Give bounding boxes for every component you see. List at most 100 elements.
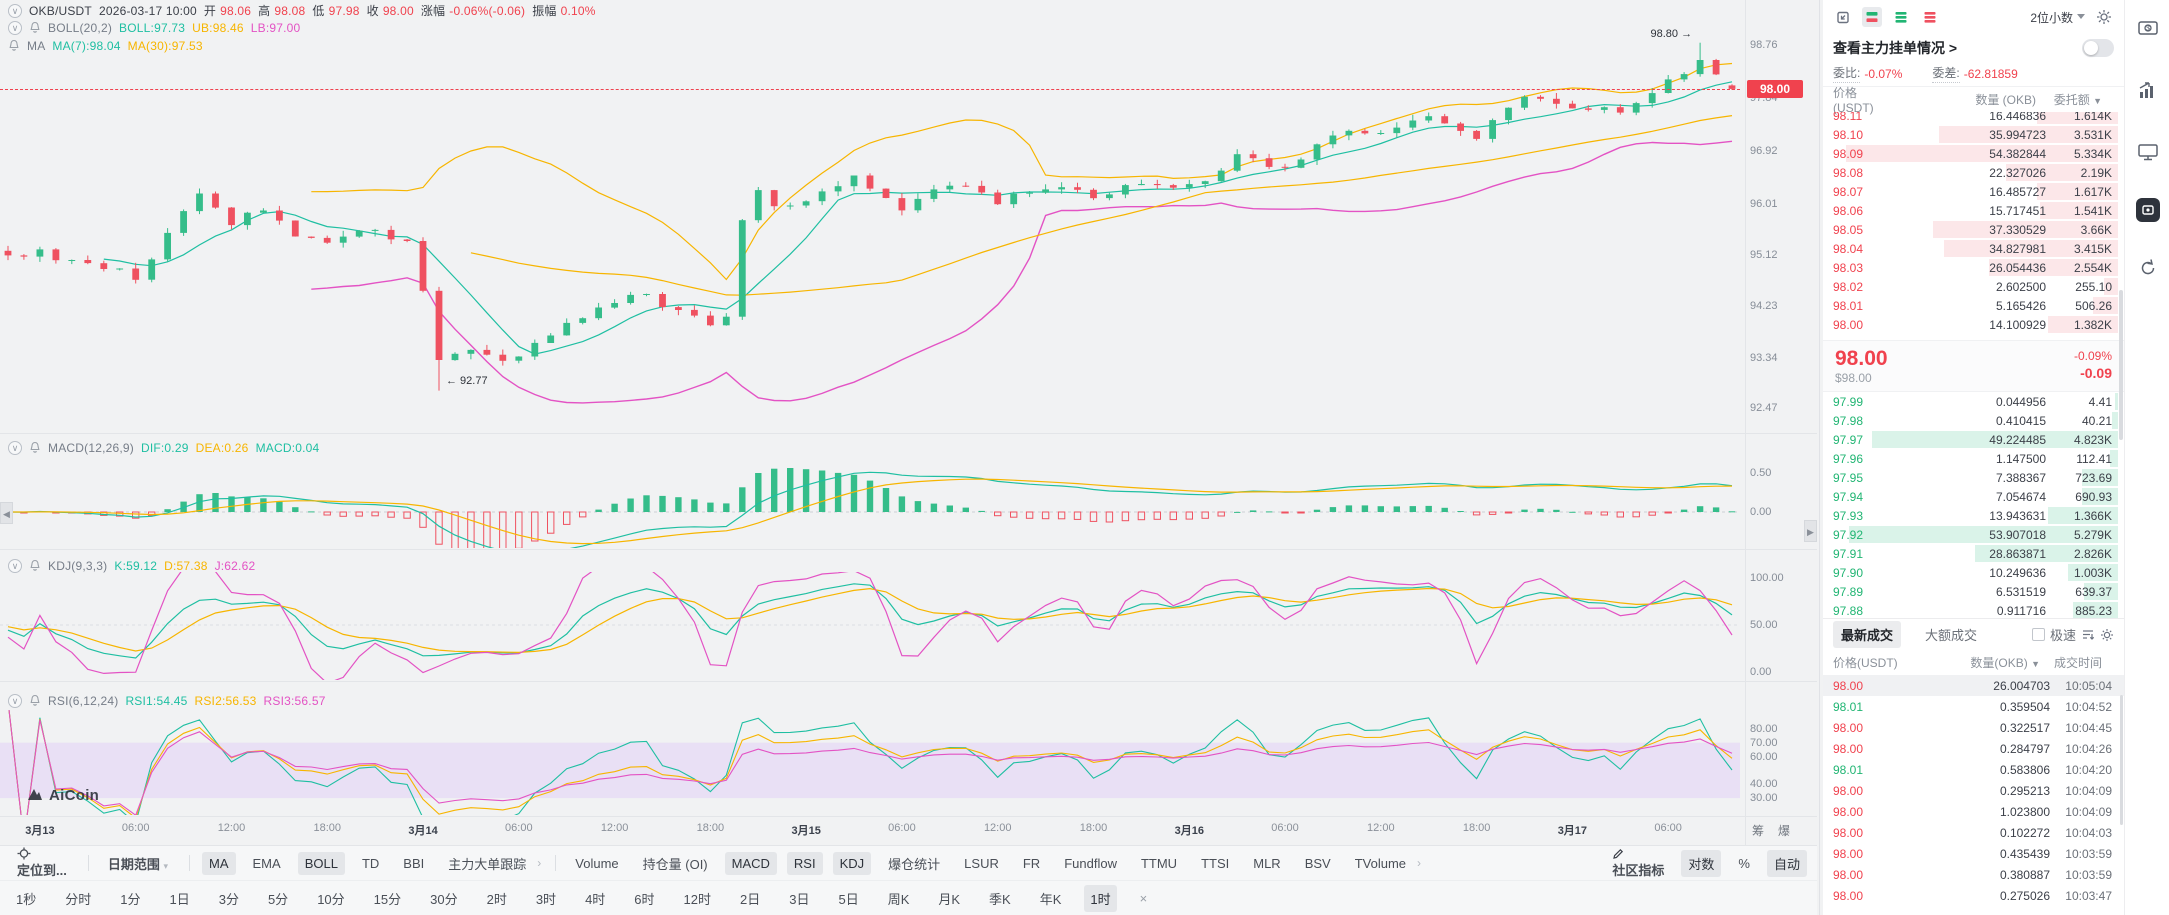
period-3日[interactable]: 3日 <box>789 892 810 907</box>
indicator-volume[interactable]: Volume <box>575 855 619 871</box>
trade-row[interactable]: 98.00 0.284797 10:04:26 <box>1823 738 2124 759</box>
collapse-left-handle[interactable]: ◀ <box>0 502 13 524</box>
asks-scrollbar[interactable] <box>2119 290 2123 440</box>
fast-checkbox[interactable] <box>2031 628 2045 641</box>
period-active[interactable]: 1时 <box>1084 885 1117 912</box>
popout-icon[interactable] <box>1833 7 1853 27</box>
period-4时[interactable]: 4时 <box>585 892 606 907</box>
sort-icon[interactable] <box>2081 628 2095 641</box>
trade-row[interactable]: 98.00 0.435439 10:03:59 <box>1823 843 2124 864</box>
ask-row[interactable]: 98.02 2.602500 255.10 <box>1823 277 2124 296</box>
trade-row[interactable]: 98.01 0.359504 10:04:52 <box>1823 696 2124 717</box>
period-5分[interactable]: 5分 <box>267 892 289 907</box>
indicator-ttsi[interactable]: TTSI <box>1201 855 1230 871</box>
collapse-icon[interactable]: ∨ <box>8 440 22 455</box>
log-scale-button[interactable]: 对数 <box>1681 850 1722 877</box>
last-price-block[interactable]: 98.00 $98.00 -0.09% -0.09 <box>1823 340 2124 392</box>
ask-row[interactable]: 98.04 34.827981 3.415K <box>1823 239 2124 258</box>
period-1分[interactable]: 1分 <box>120 892 141 907</box>
bid-row[interactable]: 97.91 28.863871 2.826K <box>1823 544 2124 563</box>
bid-row[interactable]: 97.92 53.907018 5.279K <box>1823 525 2124 544</box>
period-5日[interactable]: 5日 <box>838 892 859 907</box>
indicator-td[interactable]: TD <box>361 855 380 871</box>
ask-row[interactable]: 98.03 26.054436 2.554K <box>1823 258 2124 277</box>
bid-row[interactable]: 97.99 0.044956 4.41 <box>1823 392 2124 411</box>
book-bids-icon[interactable] <box>1891 7 1911 27</box>
trade-row[interactable]: 98.01 0.583806 10:04:20 <box>1823 759 2124 780</box>
period-2时[interactable]: 2时 <box>486 892 507 907</box>
alert-bell-icon[interactable] <box>29 694 41 707</box>
bid-row[interactable]: 97.89 6.531519 639.37 <box>1823 582 2124 601</box>
bid-row[interactable]: 97.98 0.410415 40.21 <box>1823 411 2124 430</box>
trade-row[interactable]: 98.00 0.102272 10:04:03 <box>1823 822 2124 843</box>
collapse-right-handle[interactable]: ▶ <box>1804 520 1817 542</box>
tab-large-trades[interactable]: 大额成交 <box>1925 628 1978 643</box>
alert-bell-icon[interactable] <box>29 559 41 572</box>
ask-row[interactable]: 98.11 16.446836 1.614K <box>1823 112 2124 125</box>
indicator-ma[interactable]: MA <box>202 851 236 875</box>
chips-distribution-button[interactable]: 筹 <box>1752 824 1765 838</box>
trade-row[interactable]: 98.00 0.380887 10:03:59 <box>1823 864 2124 885</box>
ask-row[interactable]: 98.05 37.330529 3.66K <box>1823 220 2124 239</box>
indicator-boll[interactable]: BOLL <box>297 851 345 875</box>
indicator-ttmu[interactable]: TTMU <box>1140 855 1178 871</box>
stats-icon[interactable] <box>2125 68 2169 112</box>
book-asks-icon[interactable] <box>1920 7 1940 27</box>
period-年K[interactable]: 年K <box>1039 892 1062 907</box>
period-12时[interactable]: 12时 <box>683 892 711 907</box>
collapse-icon[interactable]: ∨ <box>8 693 22 708</box>
bid-row[interactable]: 97.95 7.388367 723.69 <box>1823 468 2124 487</box>
alert-bell-icon[interactable] <box>29 21 41 34</box>
bid-row[interactable]: 97.88 0.911716 885.23 <box>1823 601 2124 618</box>
refresh-icon[interactable] <box>2125 246 2169 290</box>
collapse-icon[interactable]: ∨ <box>8 3 22 18</box>
kline-chart[interactable] <box>0 0 1745 816</box>
indicator-mlr[interactable]: MLR <box>1253 855 1281 871</box>
dark-widget-icon[interactable] <box>2125 188 2169 232</box>
trade-row[interactable]: 98.00 0.295213 10:04:09 <box>1823 780 2124 801</box>
ask-row[interactable]: 98.08 22.327026 2.19K <box>1823 163 2124 182</box>
bid-row[interactable]: 97.94 7.054674 690.93 <box>1823 487 2124 506</box>
fast-mode[interactable]: 极速 <box>2031 625 2114 644</box>
period-3分[interactable]: 3分 <box>218 892 239 907</box>
indicator-kdj[interactable]: KDJ <box>832 851 872 875</box>
indicator-rsi[interactable]: RSI <box>786 851 823 875</box>
period-3时[interactable]: 3时 <box>535 892 557 907</box>
ask-row[interactable]: 98.10 35.994723 3.531K <box>1823 125 2124 144</box>
ask-row[interactable]: 98.06 15.717451 1.541K <box>1823 201 2124 220</box>
period-周K[interactable]: 周K <box>887 892 910 907</box>
indicator-tvolume[interactable]: TVolume <box>1354 855 1407 871</box>
funds-icon[interactable]: $ <box>2125 6 2169 50</box>
period-1日[interactable]: 1日 <box>169 892 190 907</box>
col-amount[interactable]: 委托额 ▼ <box>2053 93 2102 107</box>
period-1秒[interactable]: 1秒 <box>16 892 37 907</box>
tab-latest-trades[interactable]: 最新成交 <box>1833 621 1902 648</box>
decimals-select[interactable]: 2位小数 <box>2030 9 2085 26</box>
trade-row[interactable]: 98.00 26.004703 10:05:04 <box>1823 675 2124 696</box>
indicator-lsur[interactable]: LSUR <box>964 855 999 871</box>
period-30分[interactable]: 30分 <box>430 892 458 907</box>
indicator-bbi[interactable]: BBI <box>403 855 425 871</box>
period-15分[interactable]: 15分 <box>373 892 402 907</box>
indicator-macd[interactable]: MACD <box>724 851 777 875</box>
indicator-ema[interactable]: EMA <box>252 855 281 871</box>
trade-row[interactable]: 98.00 0.322517 10:04:45 <box>1823 717 2124 738</box>
main-orders-toggle[interactable] <box>2082 38 2114 57</box>
main-orders-header[interactable]: 查看主力挂单情况 > <box>1823 34 2124 61</box>
col-trade-qty[interactable]: 数量(OKB) ▼ <box>1970 656 2040 670</box>
alert-bell-icon[interactable] <box>29 441 41 454</box>
trade-row[interactable]: 98.00 0.275026 10:03:47 <box>1823 885 2124 906</box>
ask-row[interactable]: 98.07 16.485727 1.617K <box>1823 182 2124 201</box>
main-orders-link[interactable]: 查看主力挂单情况 > <box>1833 39 1958 56</box>
collapse-icon[interactable]: ∨ <box>8 20 22 35</box>
book-both-icon[interactable] <box>1862 7 1882 27</box>
bid-row[interactable]: 97.90 10.249636 1.003K <box>1823 563 2124 582</box>
liquidation-button[interactable]: 爆 <box>1778 824 1791 838</box>
period-6时[interactable]: 6时 <box>634 892 655 907</box>
period-分时[interactable]: 分时 <box>65 892 92 907</box>
indicator-持仓量 (oi)[interactable]: 持仓量 (OI) <box>642 856 708 872</box>
bid-row[interactable]: 97.96 1.147500 112.41 <box>1823 449 2124 468</box>
indicator-fr[interactable]: FR <box>1022 855 1041 871</box>
trades-scrollbar[interactable] <box>2120 695 2123 825</box>
indicator-爆仓统计[interactable]: 爆仓统计 <box>888 856 941 872</box>
